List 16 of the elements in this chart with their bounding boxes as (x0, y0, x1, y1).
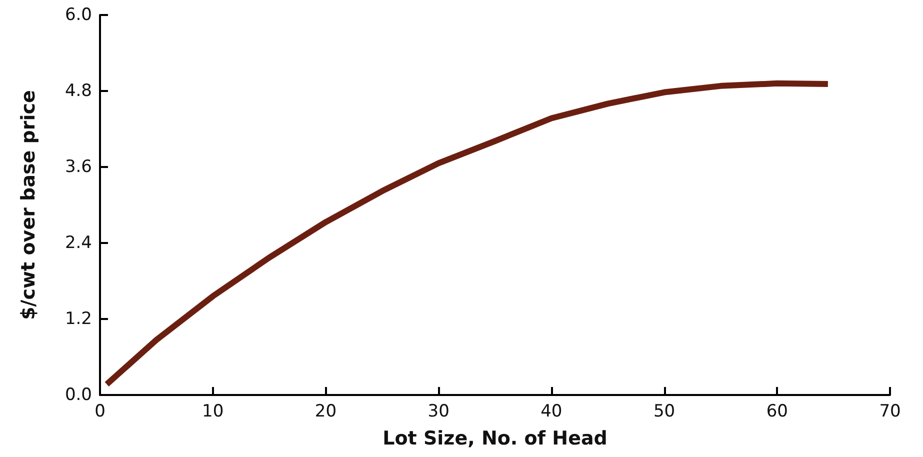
x-axis-title: Lot Size, No. of Head (382, 428, 608, 450)
y-axis-title: $/cwt over base price (18, 90, 40, 320)
x-tick-label: 30 (428, 402, 450, 422)
y-tick-label: 2.4 (64, 233, 92, 253)
y-tick-label: 0.0 (64, 385, 92, 405)
y-tick-label: 3.6 (64, 157, 92, 177)
x-tick-label: 50 (653, 402, 676, 422)
x-tick-label: 10 (202, 402, 224, 422)
x-tick-label: 70 (879, 402, 901, 422)
x-tick-label: 60 (766, 402, 788, 422)
x-tick-label: 40 (540, 402, 562, 422)
x-tick-label: 20 (314, 402, 337, 422)
y-tick-label: 4.8 (64, 81, 92, 101)
x-tick-label: 0 (94, 402, 106, 422)
y-tick-label: 6.0 (64, 5, 92, 25)
y-tick-label: 1.2 (64, 309, 92, 329)
